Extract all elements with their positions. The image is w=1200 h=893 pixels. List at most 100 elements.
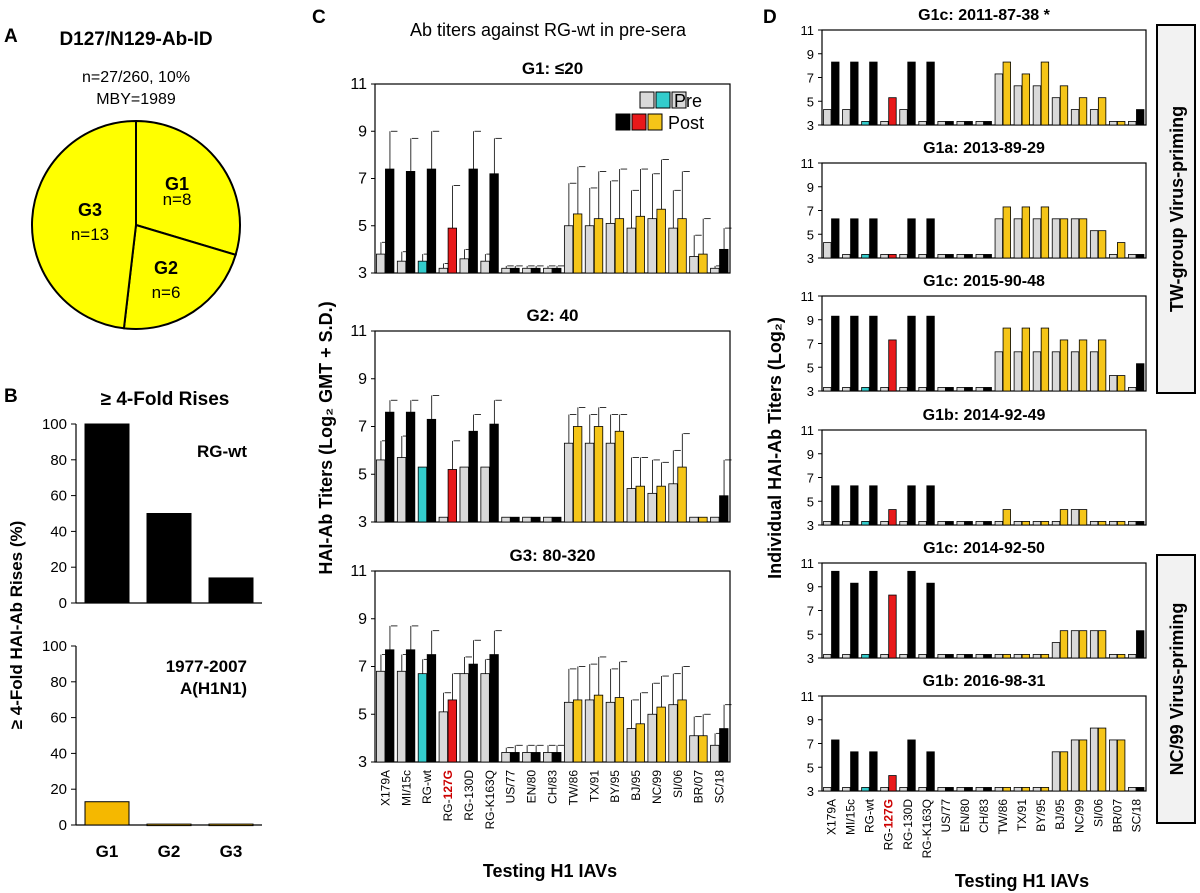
y-tick-label: 80 [50,674,67,691]
y-tick-label: 9 [807,447,814,462]
bar-pre-sc-18 [1128,121,1137,126]
bar-pre-rg-wt [417,466,428,523]
bar-pre-rg-k163q [480,260,490,274]
bar-pre-ch-83 [543,752,553,763]
y-tick-label: 3 [807,518,814,533]
bar-pre-x179a [823,387,832,392]
bar-pre-en-80 [956,787,965,792]
y-tick-label: 40 [50,745,67,762]
legend-pre-label: Pre [674,91,702,111]
panel-b-title: ≥ 4-Fold Rises [101,389,230,410]
x-tick-label-prefix: RG- [882,828,896,850]
series-label: A(H1N1) [180,679,247,698]
bar-post-ch-83 [983,387,992,392]
y-tick-label: 5 [807,494,814,509]
bar-post-mi-15c [850,315,859,392]
bar-post-ch-83 [552,267,562,274]
bar-post-rg-wt [426,168,437,274]
chart-title: G1a: 2013-89-29 [923,140,1045,157]
bar-pre-rg-k163q [918,254,927,259]
chart-c-g2: 3 5 7 9 11 G2: 40 [350,306,732,531]
bar-post-br-07 [1117,654,1126,659]
bar-pre-nc-99 [1070,218,1080,259]
bar-post-mi-15c [850,218,859,259]
bar-post-sc-18 [719,248,729,274]
bar-pre-rg-wt [861,387,870,392]
bar-post-tw-86 [572,426,583,523]
bar-pre-bj-95 [1051,642,1061,659]
x-tick-label-br-07: BR/07 [692,770,706,804]
bar-pre-mi-15c [842,387,851,392]
bar-post-rg-wt [426,418,437,523]
bar-post-si-06 [1097,97,1107,126]
bar-post-bj-95 [635,485,645,523]
bar-post-ch-83 [983,254,992,259]
chart-d-6: 3 5 7 9 11 G1b: 2016-98-31 [801,673,1147,799]
x-tick-label-by-95: BY/95 [1034,799,1048,832]
bar-post-rg-130d [468,430,478,523]
bar-pre-tw-86 [994,351,1003,392]
bar-pre-tw-86 [994,654,1003,659]
panel-d-letter: D [763,7,777,28]
bar-post-by-95 [1040,654,1050,659]
bar-post-by-95 [614,218,625,274]
bar-post-rg-k163q [926,315,935,392]
y-tick-label: 5 [807,627,814,642]
bar-pre-rg-wt [861,654,870,659]
bar-post-ch-83 [552,752,562,763]
bar-post-us-77 [945,787,954,792]
x-tick-label-si-06: SI/06 [671,770,685,798]
x-tick-label-x179a: X179A [378,770,392,806]
panel-c-x-axis-title: Testing H1 IAVs [483,861,617,881]
bar-post-by-95 [1040,787,1050,792]
bar-post-rg-127g [447,469,457,523]
x-tick-label-rg-130d: RG-130D [462,770,476,821]
bar-pre-br-07 [1109,121,1118,126]
bar-post-tw-86 [1002,509,1011,526]
y-tick-label: 60 [50,710,67,727]
pie-label-g1: G1 [165,174,189,194]
bar-pre-x179a [823,109,832,126]
bar-post-mi-15c [850,61,859,126]
y-tick-label: 9 [358,123,367,140]
bar-pre-si-06 [1089,351,1099,392]
bar-post-nc-99 [1078,630,1088,659]
y-tick-label: 5 [807,94,814,109]
bar-pre-mi-15c [396,670,407,763]
bar-pre-rg-127g [880,387,889,392]
bar-post-nc-99 [1078,97,1088,126]
bar-post-mi-15c [405,171,416,274]
y-tick-label: 11 [801,689,815,704]
bar-pre-sc-18 [1128,521,1137,526]
bar-post-rg-wt [869,315,878,392]
bar-post-rg-k163q [926,218,935,259]
chart-title: G1c: 2011-87-38 * [918,7,1050,24]
bar-g1 [84,801,130,826]
legend-post-label: Post [668,113,704,133]
chart-title: G1b: 2014-92-49 [923,407,1046,424]
bar-post-rg-wt [869,61,878,126]
bar-pre-us-77 [501,267,511,274]
bar-post-en-80 [964,787,973,792]
bar-pre-ch-83 [975,387,984,392]
legend-pre-swatch-grey [639,91,655,109]
chart-d-4: 3 5 7 9 11 G1b: 2014-92-49 [801,407,1147,533]
x-tick-label-g3: G3 [220,842,243,861]
bar-pre-rg-wt [417,673,428,763]
x-tick-label-tx-91: TX/91 [587,770,601,802]
chart-title: G1c: 2014-92-50 [923,540,1045,557]
bar-pre-en-80 [956,521,965,526]
bar-pre-rg-127g [880,787,889,792]
bar-post-by-95 [1040,61,1050,126]
bar-pre-en-80 [522,752,532,763]
bar-pre-br-07 [689,516,699,523]
bar-post-br-07 [1117,121,1126,126]
bar-pre-mi-15c [842,254,851,259]
y-tick-label: 7 [358,419,367,436]
bar-pre-us-77 [501,752,511,763]
bar-pre-rg-127g [880,254,889,259]
bar-post-si-06 [677,218,687,274]
panel-d-x-axis-title: Testing H1 IAVs [955,871,1089,891]
bar-post-en-80 [531,267,541,274]
bar-post-tx-91 [1021,787,1031,792]
